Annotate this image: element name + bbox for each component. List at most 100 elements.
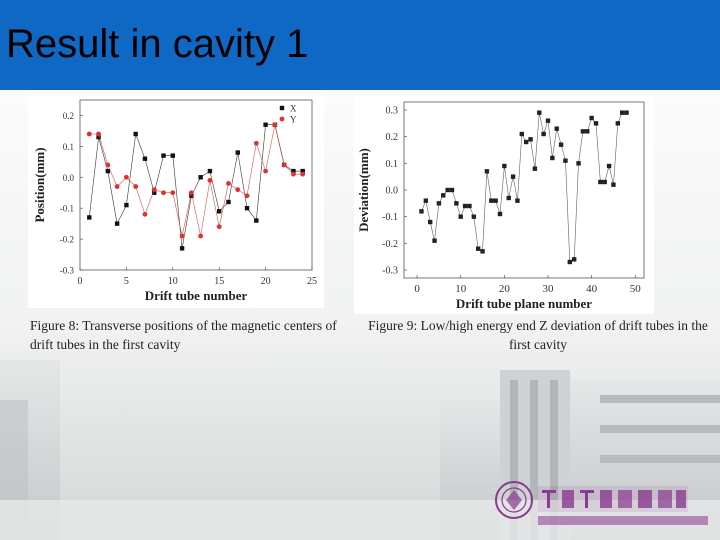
chart-2-svg: 0.3 0.2 0.1 0.0 -0.1 -0.2 -0.3 0 10 20 30 40 50 Drift… <box>356 101 645 311</box>
data-point-0 <box>589 115 594 121</box>
data-point-Y <box>281 162 287 168</box>
data-point-X <box>114 221 120 226</box>
data-point-0 <box>602 179 607 185</box>
data-point-Y <box>96 131 101 137</box>
x-tick-label: 20 <box>499 283 511 295</box>
data-point-Y <box>142 211 148 217</box>
x-tick-label: 0 <box>414 283 420 295</box>
data-point-X <box>300 168 305 174</box>
x-tick-label: 10 <box>455 283 467 295</box>
data-point-0 <box>567 259 573 265</box>
data-point-0 <box>497 211 503 217</box>
data-point-0 <box>445 187 450 193</box>
data-point-0 <box>515 198 520 203</box>
plot-area <box>79 99 313 271</box>
data-point-0 <box>454 201 459 206</box>
data-point-X <box>235 150 240 155</box>
data-point-0 <box>471 214 477 219</box>
data-point-0 <box>467 203 472 209</box>
y-axis-label: Position(mm) <box>32 147 47 222</box>
data-point-X <box>291 168 296 174</box>
data-point-0 <box>558 142 564 147</box>
y-tick-label: 0.0 <box>386 186 399 197</box>
university-logo <box>495 481 708 525</box>
data-point-0 <box>619 110 625 115</box>
data-point-0 <box>624 110 629 115</box>
data-point-Y <box>253 140 259 146</box>
data-point-0 <box>615 121 621 126</box>
data-point-0 <box>423 198 429 203</box>
data-point-X <box>105 168 111 174</box>
data-point-Y <box>300 171 306 177</box>
plot-area <box>403 101 645 279</box>
data-point-0 <box>580 129 586 134</box>
y-tick-label: 0.2 <box>63 111 74 121</box>
data-point-Y <box>235 187 241 193</box>
data-point-0 <box>550 155 555 161</box>
data-point-0 <box>528 137 533 142</box>
data-point-X <box>244 205 250 211</box>
figure-8-caption: Figure 8: Transverse positions of the ma… <box>30 318 337 352</box>
data-point-Y <box>151 187 157 193</box>
data-point-0 <box>484 169 490 174</box>
data-point-X <box>142 156 148 161</box>
data-point-Y <box>114 184 120 189</box>
data-point-0 <box>458 214 463 219</box>
x-axis-label: Drift tube plane number <box>456 296 592 311</box>
data-point-0 <box>606 163 612 169</box>
y-axis-label: Deviation(mm) <box>356 148 371 232</box>
y-tick-label: -0.3 <box>60 266 75 276</box>
chart-1-svg: 0.2 0.1 0.0 -0.1 -0.2 -0.30 5 10 15 20 25 Drift tub… <box>32 99 317 303</box>
y-tick-label: 0.3 <box>386 106 399 117</box>
data-point-0 <box>545 118 551 123</box>
data-point-X <box>254 218 259 223</box>
y-tick-label: -0.3 <box>382 266 398 277</box>
y-tick-label: 0.0 <box>63 173 75 183</box>
data-point-Y <box>198 233 204 239</box>
data-point-Y <box>133 184 139 189</box>
y-tick-label: -0.1 <box>382 212 398 223</box>
x-tick-label: 30 <box>543 283 555 295</box>
data-point-0 <box>506 195 511 201</box>
data-point-0 <box>576 161 581 166</box>
data-point-0 <box>475 246 481 251</box>
data-point-Y <box>272 122 278 128</box>
data-point-0 <box>541 131 546 137</box>
data-point-0 <box>519 131 525 137</box>
data-point-X <box>170 153 175 158</box>
data-point-Y <box>291 171 296 177</box>
data-point-0 <box>427 219 433 225</box>
data-point-0 <box>532 166 538 171</box>
x-tick-label: 5 <box>124 276 129 287</box>
x-tick-label: 50 <box>630 283 642 295</box>
data-point-0 <box>554 126 559 131</box>
data-point-0 <box>419 209 424 214</box>
legend-label-Y: Y <box>290 115 297 125</box>
y-tick-label: -0.2 <box>60 235 74 245</box>
data-point-0 <box>598 179 603 185</box>
data-point-0 <box>585 129 590 134</box>
data-point-0 <box>480 249 485 254</box>
x-tick-label: 10 <box>168 276 178 287</box>
x-tick-label: 25 <box>307 276 317 287</box>
data-point-0 <box>537 110 542 115</box>
y-tick-label: -0.2 <box>382 239 398 250</box>
data-point-0 <box>449 187 455 193</box>
y-tick-label: 0.1 <box>386 159 399 170</box>
data-point-0 <box>493 198 498 203</box>
data-point-0 <box>489 198 494 203</box>
data-point-0 <box>441 193 446 198</box>
data-point-Y <box>216 224 222 230</box>
data-point-X <box>217 209 222 214</box>
figure-9-caption: Figure 9: Low/high energy end Z deviatio… <box>368 318 708 352</box>
data-point-Y <box>188 190 194 196</box>
data-point-0 <box>432 238 437 243</box>
data-point-Y <box>207 177 213 183</box>
chart-z-deviation: 0.3 0.2 0.1 0.0 -0.1 -0.2 -0.3 0 10 20 30 40 50 Drift… <box>354 96 654 314</box>
data-point-X <box>161 153 166 158</box>
data-point-Y <box>161 190 166 196</box>
data-point-0 <box>502 163 507 169</box>
data-point-Y <box>105 162 111 168</box>
legend-label-X: X <box>290 104 297 114</box>
x-tick-label: 0 <box>78 276 83 287</box>
